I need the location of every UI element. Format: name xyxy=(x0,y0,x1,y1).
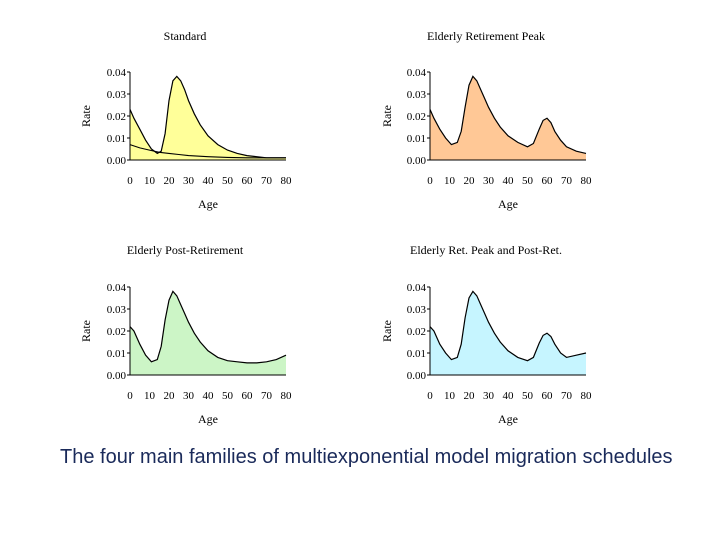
series-line xyxy=(129,290,287,364)
y-tick-label: 0.00 xyxy=(107,155,127,167)
y-tick-label: 0.03 xyxy=(107,304,127,316)
x-tick-label: 0 xyxy=(427,390,433,402)
x-tick-label: 10 xyxy=(144,175,156,187)
x-tick-label: 30 xyxy=(483,390,495,402)
y-tick-label: 0.04 xyxy=(407,282,427,294)
chart-panel-2: Elderly Retirement Peak 0.00 0.01 0.02 0.03 0… xyxy=(380,29,592,211)
x-tick-label: 10 xyxy=(444,390,456,402)
y-tick-label: 0.02 xyxy=(107,326,126,338)
x-tick-label: 70 xyxy=(261,175,273,187)
x-tick-label: 40 xyxy=(503,390,515,402)
x-tick-label: 50 xyxy=(522,390,534,402)
y-axis-label: Rate xyxy=(79,105,93,127)
y-tick-label: 0.04 xyxy=(107,282,127,294)
y-tick-label: 0.02 xyxy=(407,111,426,123)
x-tick-label: 30 xyxy=(183,390,195,402)
x-tick-label: 70 xyxy=(261,390,273,402)
x-tick-label: 70 xyxy=(561,390,573,402)
series-line xyxy=(429,290,587,362)
x-tick-label: 40 xyxy=(203,175,215,187)
x-tick-label: 10 xyxy=(144,390,156,402)
x-tick-label: 20 xyxy=(164,175,176,187)
x-tick-label: 20 xyxy=(164,390,176,402)
chart-panel-1: Standard 0.00 0.01 0.02 0.03 0.04 0 10 20 30 40 50 6… xyxy=(79,29,292,211)
y-tick-label: 0.03 xyxy=(407,89,427,101)
x-tick-label: 80 xyxy=(581,175,593,187)
y-tick-label: 0.00 xyxy=(407,370,427,382)
y-tick-label: 0.03 xyxy=(407,304,427,316)
series-line xyxy=(129,75,286,159)
x-tick-label: 40 xyxy=(503,175,515,187)
y-tick-label: 0.04 xyxy=(407,67,427,79)
x-tick-label: 0 xyxy=(427,175,433,187)
chart-title: Standard xyxy=(164,29,207,43)
x-tick-label: 60 xyxy=(542,390,554,402)
x-tick-label: 50 xyxy=(222,175,234,187)
y-axis-label: Rate xyxy=(380,320,394,342)
chart-panel-3: Elderly Post-Retirement 0.00 0.01 0.02 0.03 0… xyxy=(79,243,292,426)
y-tick-label: 0.03 xyxy=(107,89,127,101)
x-tick-label: 60 xyxy=(242,390,254,402)
x-axis-label: Age xyxy=(498,197,518,211)
y-tick-label: 0.00 xyxy=(407,155,427,167)
series-area xyxy=(130,76,286,160)
series-area xyxy=(130,291,286,375)
x-tick-label: 20 xyxy=(464,175,476,187)
figure-caption: The four main families of multiexponenti… xyxy=(60,446,673,468)
series-area xyxy=(430,291,586,375)
chart-title: Elderly Ret. Peak and Post-Ret. xyxy=(410,243,562,257)
x-tick-label: 10 xyxy=(444,175,456,187)
chart-title: Elderly Post-Retirement xyxy=(127,243,244,257)
series-line xyxy=(429,75,587,154)
x-tick-label: 50 xyxy=(222,390,234,402)
x-tick-label: 0 xyxy=(127,175,133,187)
chart-panel-4: Elderly Ret. Peak and Post-Ret. 0.00 0.01 0… xyxy=(380,243,592,426)
y-tick-label: 0.01 xyxy=(107,348,126,360)
component-line xyxy=(129,144,286,159)
y-axis-label: Rate xyxy=(380,105,394,127)
x-axis-label: Age xyxy=(198,197,218,211)
series-area xyxy=(430,76,586,160)
x-tick-label: 50 xyxy=(522,175,534,187)
y-axis-label: Rate xyxy=(79,320,93,342)
y-tick-label: 0.02 xyxy=(107,111,126,123)
y-tick-label: 0.01 xyxy=(107,133,126,145)
y-tick-label: 0.01 xyxy=(407,348,426,360)
y-tick-label: 0.02 xyxy=(407,326,426,338)
x-tick-label: 70 xyxy=(561,175,573,187)
x-tick-label: 60 xyxy=(542,175,554,187)
chart-title: Elderly Retirement Peak xyxy=(427,29,545,43)
y-tick-label: 0.01 xyxy=(407,133,426,145)
x-axis-label: Age xyxy=(498,412,518,426)
x-tick-label: 80 xyxy=(281,390,293,402)
x-axis-label: Age xyxy=(198,412,218,426)
y-tick-label: 0.04 xyxy=(107,67,127,79)
x-tick-label: 80 xyxy=(581,390,593,402)
y-tick-label: 0.00 xyxy=(107,370,127,382)
x-tick-label: 0 xyxy=(127,390,133,402)
x-tick-label: 40 xyxy=(203,390,215,402)
x-tick-label: 20 xyxy=(464,390,476,402)
x-tick-label: 80 xyxy=(281,175,293,187)
x-tick-label: 30 xyxy=(483,175,495,187)
x-tick-label: 30 xyxy=(183,175,195,187)
x-tick-label: 60 xyxy=(242,175,254,187)
